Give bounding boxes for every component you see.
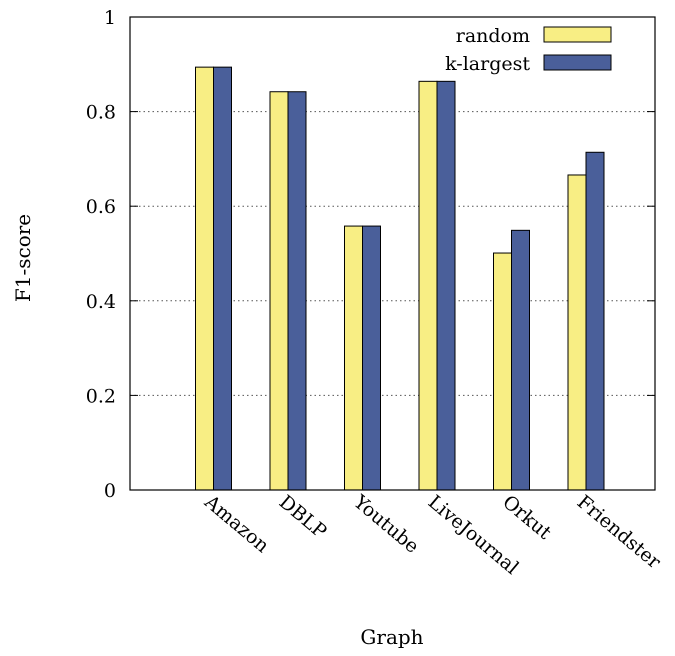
bar-k-largest-youtube <box>362 225 381 491</box>
bar-random-friendster <box>567 174 587 491</box>
x-axis-title: Graph <box>360 625 423 649</box>
x-tick-label-dblp: DBLP <box>275 491 331 543</box>
x-tick-label-amazon: Amazon <box>200 490 274 557</box>
x-tick-label-friendster: Friendster <box>573 491 666 574</box>
bar-random-amazon <box>195 66 214 491</box>
bar-k-largest-dblp <box>287 91 307 491</box>
y-tick-label: 1 <box>104 7 116 29</box>
y-axis-title: F1-score <box>11 214 35 302</box>
bar-random-livejournal <box>418 80 438 491</box>
legend-swatch-k-largest <box>543 54 612 71</box>
bar-random-youtube <box>344 225 363 491</box>
y-tick-label: 0.2 <box>86 385 116 407</box>
x-tick-label-youtube: Youtube <box>349 490 424 558</box>
bar-random-orkut <box>493 252 512 491</box>
bar-k-largest-friendster <box>585 151 605 491</box>
bar-k-largest-orkut <box>511 229 530 491</box>
y-tick-label: 0.8 <box>86 102 116 124</box>
y-axis-ticks: 0 0.2 0.4 0.6 0.8 1 <box>86 7 655 502</box>
plot-frame <box>129 16 656 491</box>
bar-k-largest-amazon <box>213 66 232 491</box>
bars <box>195 66 605 491</box>
legend-label-k-largest: k-largest <box>445 53 530 75</box>
bar-random-dblp <box>269 91 289 491</box>
x-tick-label-orkut: Orkut <box>498 491 555 544</box>
y-tick-label: 0.6 <box>86 196 116 218</box>
y-tick-label: 0.4 <box>86 291 116 313</box>
bar-k-largest-livejournal <box>436 80 456 491</box>
legend-swatch-random <box>543 26 612 43</box>
legend: random k-largest <box>445 25 612 75</box>
y-tick-label: 0 <box>104 480 116 502</box>
legend-label-random: random <box>456 25 530 47</box>
